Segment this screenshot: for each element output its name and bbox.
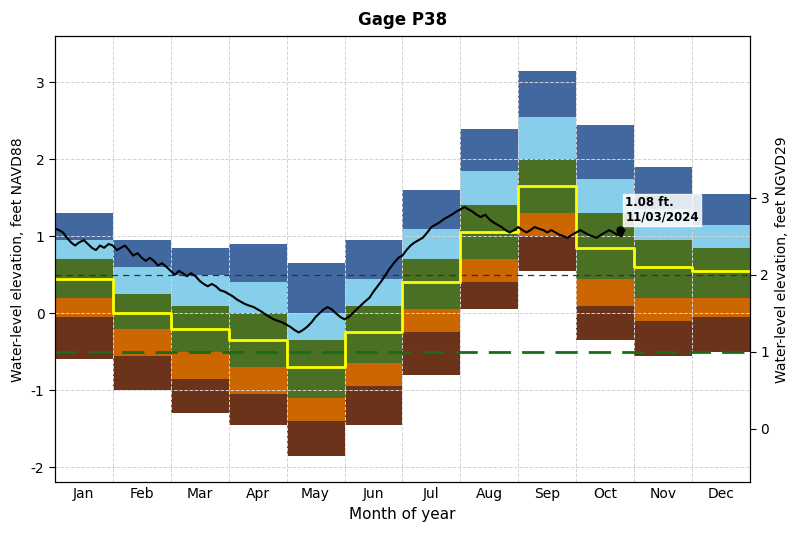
Bar: [229, 394, 286, 425]
Bar: [170, 352, 229, 378]
Bar: [460, 260, 518, 282]
Bar: [634, 209, 692, 240]
Bar: [576, 213, 634, 279]
Bar: [402, 333, 460, 375]
Bar: [286, 263, 345, 313]
Bar: [518, 71, 576, 117]
Bar: [170, 378, 229, 413]
Bar: [402, 190, 460, 229]
Bar: [229, 367, 286, 394]
Bar: [113, 328, 170, 356]
Bar: [55, 298, 113, 317]
Bar: [692, 298, 750, 317]
Bar: [402, 229, 460, 260]
Bar: [345, 305, 402, 363]
Bar: [402, 260, 460, 309]
Text: 1.08 ft.
11/03/2024: 1.08 ft. 11/03/2024: [626, 196, 699, 224]
Bar: [345, 386, 402, 425]
Bar: [229, 313, 286, 367]
Bar: [634, 298, 692, 321]
Bar: [460, 171, 518, 206]
Bar: [55, 213, 113, 240]
Bar: [170, 274, 229, 305]
Bar: [692, 194, 750, 225]
Bar: [576, 179, 634, 213]
Bar: [460, 282, 518, 309]
Bar: [576, 305, 634, 340]
Bar: [286, 421, 345, 456]
Bar: [345, 363, 402, 386]
Bar: [634, 167, 692, 209]
Y-axis label: Water-level elevation, feet NAVD88: Water-level elevation, feet NAVD88: [11, 137, 25, 382]
Bar: [518, 213, 576, 236]
Bar: [286, 398, 345, 421]
Bar: [55, 240, 113, 260]
Bar: [518, 117, 576, 159]
Bar: [345, 240, 402, 279]
Bar: [460, 206, 518, 260]
Bar: [113, 240, 170, 267]
Bar: [518, 159, 576, 213]
Bar: [55, 260, 113, 298]
Bar: [229, 282, 286, 313]
Bar: [113, 294, 170, 328]
Bar: [692, 225, 750, 248]
Bar: [402, 309, 460, 333]
Bar: [286, 340, 345, 398]
Bar: [460, 128, 518, 171]
Bar: [55, 317, 113, 359]
X-axis label: Month of year: Month of year: [349, 507, 456, 522]
Bar: [692, 248, 750, 298]
Bar: [286, 313, 345, 340]
Bar: [576, 125, 634, 179]
Title: Gage P38: Gage P38: [358, 11, 447, 29]
Bar: [576, 279, 634, 305]
Bar: [692, 317, 750, 352]
Bar: [170, 305, 229, 352]
Bar: [634, 321, 692, 356]
Bar: [113, 267, 170, 294]
Bar: [345, 279, 402, 305]
Bar: [634, 240, 692, 298]
Bar: [170, 248, 229, 274]
Y-axis label: Water-level elevation, feet NGVD29: Water-level elevation, feet NGVD29: [775, 136, 789, 383]
Bar: [229, 244, 286, 282]
Bar: [518, 236, 576, 271]
Bar: [113, 356, 170, 390]
